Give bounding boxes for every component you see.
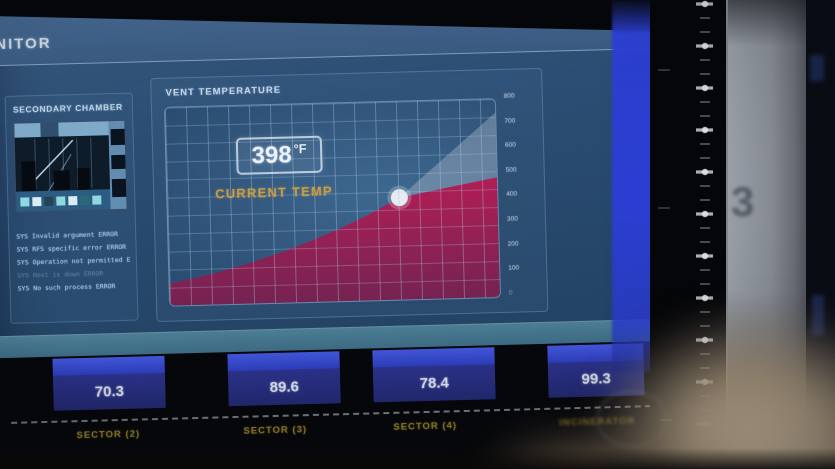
secondary-chamber-title: SECONDARY CHAMBER [12, 101, 123, 115]
axis-tick: 400 [506, 190, 518, 199]
bottom-shadow [0, 448, 835, 469]
sector-2-bar: 70.3 [52, 355, 166, 411]
axis-tick: 100 [508, 264, 520, 272]
ruler-tick-marks [658, 0, 713, 469]
background-glow-mark [812, 295, 824, 335]
bezel-gray-strip: 3 [726, 0, 806, 469]
bezel-shading [728, 0, 806, 469]
vent-temperature-chart: 398 °F CURRENT TEMP [163, 98, 502, 307]
axis-tick: 500 [505, 166, 517, 174]
sector-4-label: SECTOR (4) [393, 420, 458, 433]
sector-3-label: SECTOR (3) [243, 424, 308, 437]
dashboard-screen: NITOR SECONDARY CHAMBER [0, 0, 693, 469]
axis-tick: 300 [506, 215, 518, 223]
current-temp-marker-dot [390, 189, 408, 207]
background-glow-mark [810, 55, 824, 81]
current-temp-readout: 398 °F [235, 135, 323, 175]
background-glow-mark [808, 420, 824, 450]
bezel-ruler-strip [650, 0, 726, 469]
chamber-schematic [13, 119, 128, 213]
projection-wedge [399, 111, 499, 198]
sector-2-value: 70.3 [94, 382, 125, 401]
current-temp-unit: °F [293, 141, 307, 157]
temperature-axis: 800 700 600 500 400 300 200 100 0 [504, 92, 534, 314]
incinerator-value: 99.3 [581, 370, 612, 388]
axis-tick: 700 [504, 117, 516, 125]
system-error-log: SYS Invalid argument ERROR SYS RFS speci… [16, 228, 130, 296]
secondary-chamber-panel: SECONDARY CHAMBER [4, 92, 139, 324]
temperature-area-plot [169, 111, 502, 307]
bezel-knob [596, 390, 668, 448]
sector-2-label: SECTOR (2) [76, 428, 141, 442]
chamber-schematic-image [14, 120, 128, 213]
current-temp-value: 398 [251, 140, 293, 169]
page-title: NITOR [0, 34, 52, 54]
axis-tick: 200 [507, 240, 519, 248]
vent-temperature-title: VENT TEMPERATURE [165, 84, 282, 99]
bezel-marking: 3 [731, 178, 755, 225]
current-temp-label: CURRENT TEMP [215, 183, 334, 202]
temperature-area [169, 177, 502, 307]
vent-temperature-panel: VENT TEMPERATURE 398 [150, 67, 549, 323]
sector-4-bar: 78.4 [372, 347, 496, 403]
axis-tick: 800 [503, 92, 515, 100]
sector-3-bar: 89.6 [227, 351, 341, 407]
screen-edge-glow [612, 0, 654, 372]
sector-4-value: 78.4 [419, 374, 450, 393]
axis-tick: 600 [504, 141, 516, 150]
background-dark-column [806, 0, 835, 469]
sector-3-value: 89.6 [269, 378, 300, 397]
axis-tick: 0 [508, 289, 513, 297]
